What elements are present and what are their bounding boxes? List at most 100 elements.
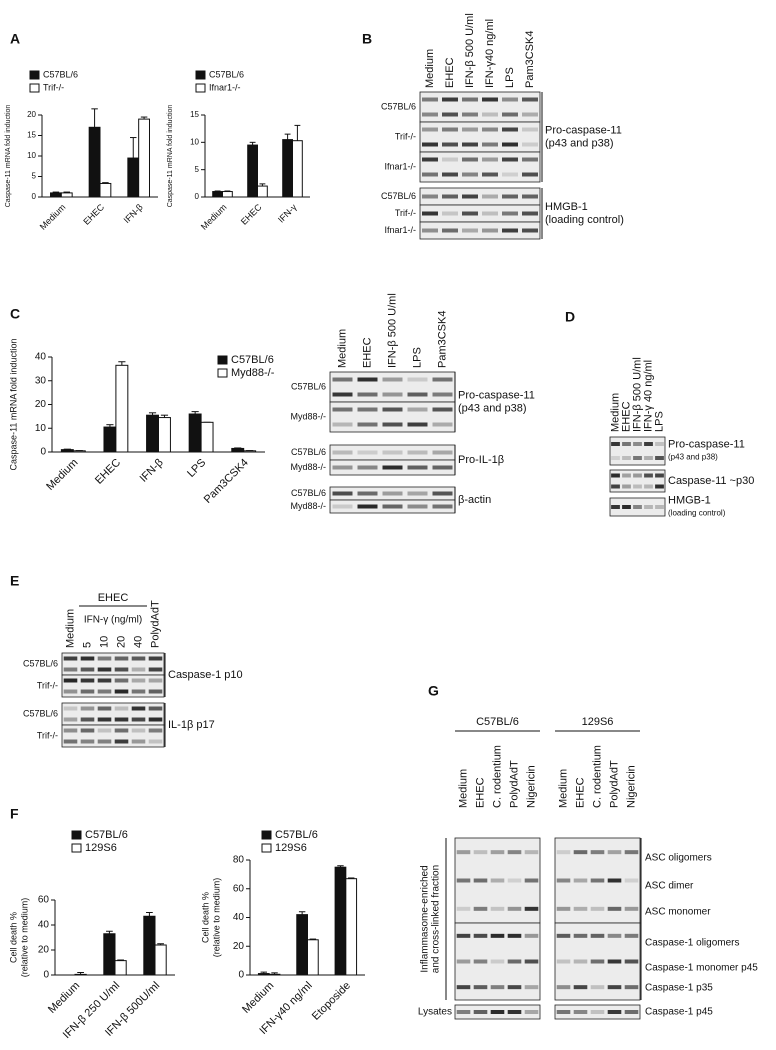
band <box>556 1010 571 1014</box>
x-tick-label: Medium <box>46 980 82 1016</box>
lane-label: Pam3CSK4 <box>436 311 448 368</box>
band <box>80 717 95 722</box>
x-tick-label: Medium <box>199 202 229 232</box>
band <box>490 878 505 883</box>
band <box>607 959 622 964</box>
x-tick-label: IFN-γ <box>276 202 299 225</box>
legend-label: C57BL/6 <box>231 354 274 366</box>
band <box>482 172 498 177</box>
legend-swatch <box>261 830 272 840</box>
bar <box>138 118 150 198</box>
band <box>148 706 163 711</box>
band <box>522 194 538 199</box>
band <box>622 505 631 509</box>
panel-letter: B <box>362 31 372 47</box>
panel-letter: D <box>565 309 575 325</box>
band <box>148 728 163 733</box>
band <box>97 717 112 722</box>
band <box>502 142 518 147</box>
x-tick-label: EHEC <box>239 202 264 227</box>
bar <box>154 944 167 976</box>
band <box>624 985 639 990</box>
bar <box>243 450 257 453</box>
band <box>633 505 642 509</box>
y-tick-label: 20 <box>233 941 245 952</box>
lane-label: Nigericin <box>525 765 537 808</box>
band <box>357 392 378 397</box>
band <box>131 706 146 711</box>
band <box>524 959 539 964</box>
legend-swatch <box>217 355 228 365</box>
lane-label: EHEC <box>474 777 486 808</box>
band <box>462 228 478 233</box>
band <box>131 717 146 722</box>
band <box>633 484 642 489</box>
band <box>622 473 631 478</box>
band <box>432 422 453 427</box>
band <box>556 878 571 883</box>
blot-strip <box>419 121 541 153</box>
bar <box>99 182 112 198</box>
band <box>442 228 458 233</box>
band <box>97 739 112 744</box>
y-axis-title: Caspase-11 mRNA fold induction <box>167 105 174 208</box>
y-tick-label: 15 <box>190 110 199 119</box>
band <box>131 678 146 683</box>
side-label: and cross-linked fraction <box>431 865 442 973</box>
band <box>502 97 518 102</box>
bar <box>188 413 202 453</box>
band <box>432 450 453 455</box>
band <box>655 505 664 509</box>
band <box>407 491 428 496</box>
band <box>80 739 95 744</box>
band <box>114 706 129 711</box>
bar <box>212 191 223 198</box>
band <box>490 959 505 964</box>
lane-label: EHEC <box>574 777 586 808</box>
legend-swatch <box>195 70 206 80</box>
bar <box>60 449 74 453</box>
band <box>490 850 505 855</box>
blot-strip <box>609 469 666 493</box>
legend-swatch <box>71 830 82 840</box>
lane-label: EHEC <box>620 401 632 432</box>
band <box>332 504 353 509</box>
bar <box>143 915 156 976</box>
band <box>80 728 95 733</box>
band <box>607 985 622 990</box>
band <box>432 407 453 412</box>
lane-label: IFN-γ40 ng/ml <box>484 19 496 88</box>
y-axis-title: Cell death % <box>200 892 210 943</box>
bar <box>114 960 127 976</box>
band <box>97 656 112 661</box>
band-label: HMGB-1 <box>668 494 711 506</box>
y-tick-label: 10 <box>27 151 36 160</box>
bar <box>334 866 347 976</box>
band <box>482 228 498 233</box>
band <box>462 112 478 117</box>
band <box>456 1010 471 1014</box>
legend-swatch <box>29 83 40 93</box>
legend-label: Myd88-/- <box>231 367 275 379</box>
band <box>442 157 458 162</box>
row-label: Myd88-/- <box>290 462 326 472</box>
lane-label: C. rodentium <box>491 745 503 808</box>
band <box>422 228 438 233</box>
row-label: Trif-/- <box>37 730 58 740</box>
band <box>63 678 78 683</box>
row-label: C57BL/6 <box>23 658 58 668</box>
band <box>80 678 95 683</box>
band <box>97 706 112 711</box>
band <box>114 717 129 722</box>
lane-label: 10 <box>98 636 110 648</box>
x-tick-label: IFN-β <box>138 457 166 485</box>
band <box>114 678 129 683</box>
band <box>482 157 498 162</box>
band <box>573 985 588 990</box>
band <box>524 906 539 911</box>
band <box>131 667 146 672</box>
band <box>482 127 498 132</box>
panel-letter: E <box>10 573 19 589</box>
row-label: Ifnar1-/- <box>384 225 416 235</box>
panel-letter: A <box>10 31 20 47</box>
